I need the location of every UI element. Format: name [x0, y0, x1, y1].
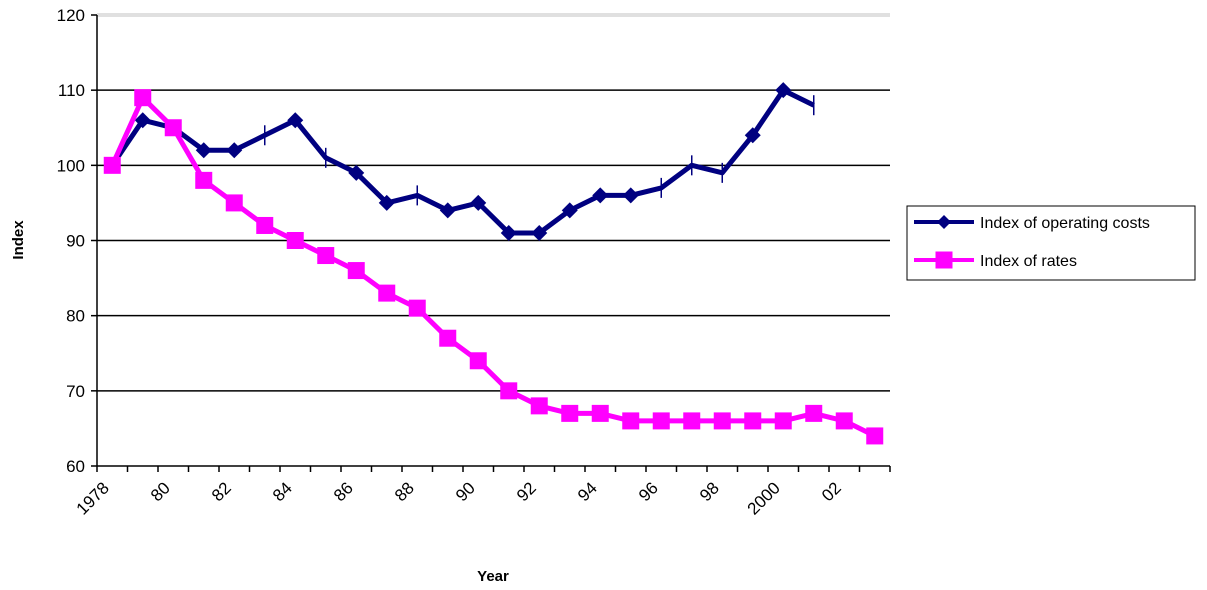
data-point-rates-94	[591, 404, 609, 422]
data-point-operating-costs-87	[378, 194, 395, 211]
data-point-rates-03	[866, 427, 884, 445]
gridlines	[97, 13, 890, 392]
y-tick-label-60: 60	[66, 457, 85, 476]
data-point-rates-93	[561, 404, 579, 422]
data-point-rates-85	[317, 247, 335, 265]
legend-label-operating-costs: Index of operating costs	[980, 215, 1150, 232]
data-point-rates-83	[256, 216, 274, 234]
legend-marker-operating-costs	[937, 215, 951, 229]
data-point-operating-costs-93	[561, 202, 578, 219]
data-point-operating-costs-86	[348, 164, 365, 181]
data-point-operating-costs-82	[226, 142, 243, 159]
legend-marker-rates	[935, 251, 953, 269]
data-point-rates-96	[652, 412, 670, 430]
x-tick-label-86: 86	[330, 478, 357, 505]
data-point-rates-1978	[103, 156, 121, 174]
data-point-rates-97	[683, 412, 701, 430]
x-tick-label-92: 92	[513, 478, 540, 505]
data-point-rates-88	[408, 299, 426, 317]
x-axis-title: Year	[477, 568, 509, 585]
y-tick-label-80: 80	[66, 307, 85, 326]
data-point-rates-80	[164, 119, 182, 137]
legend-item-operating-costs: Index of operating costs	[914, 215, 1150, 232]
data-point-rates-81	[195, 171, 213, 189]
legend-label-rates: Index of rates	[980, 253, 1077, 270]
data-point-operating-costs-95	[622, 187, 639, 204]
data-point-rates-02	[835, 412, 853, 430]
series-rates	[103, 89, 884, 445]
data-point-rates-79	[134, 89, 152, 107]
x-tick-label-2000: 2000	[744, 478, 784, 518]
y-tick-label-110: 110	[58, 81, 85, 100]
data-point-rates-91	[500, 382, 518, 400]
data-point-operating-costs-90	[470, 194, 487, 211]
x-tick-label-90: 90	[452, 478, 479, 505]
y-axis-title: Index	[10, 220, 27, 260]
x-tick-label-88: 88	[391, 478, 418, 505]
data-point-operating-costs-94	[592, 187, 609, 204]
data-point-rates-01	[805, 404, 823, 422]
data-point-rates-82	[225, 194, 243, 212]
data-point-rates-92	[530, 397, 548, 415]
x-tick-label-84: 84	[269, 478, 296, 505]
series-operating-costs	[104, 82, 815, 241]
y-tick-label-90: 90	[66, 232, 85, 251]
data-point-operating-costs-89	[439, 202, 456, 219]
x-tick-label-80: 80	[147, 478, 174, 505]
data-point-operating-costs-92	[531, 224, 548, 241]
x-tick-label-1978: 1978	[73, 478, 113, 518]
data-point-operating-costs-81	[195, 142, 212, 159]
data-point-rates-86	[347, 262, 365, 280]
data-point-operating-costs-91	[500, 224, 517, 241]
x-axis-ticks: 1978 80 82 84 86 88 90 92 94 96 98 2000 02	[73, 466, 891, 519]
y-tick-label-100: 100	[57, 156, 85, 175]
legend: Index of operating costs Index of rates	[906, 205, 1196, 281]
y-axis-ticks: 60 70 80 90 100 110 120	[57, 6, 97, 476]
x-tick-label-96: 96	[635, 478, 662, 505]
x-tick-label-82: 82	[208, 478, 235, 505]
series-layer	[103, 82, 884, 445]
data-point-operating-costs-2000	[775, 82, 792, 99]
data-point-rates-90	[469, 352, 487, 370]
data-point-rates-99	[744, 412, 762, 430]
data-point-operating-costs-99	[744, 127, 761, 144]
data-point-rates-2000	[774, 412, 792, 430]
series-line-operating-costs	[110, 87, 815, 236]
legend-item-rates: Index of rates	[914, 251, 1077, 270]
x-tick-label-98: 98	[696, 478, 723, 505]
data-point-rates-87	[378, 284, 396, 302]
legend-box	[906, 205, 1196, 281]
data-point-operating-costs-79	[134, 112, 151, 129]
y-tick-label-70: 70	[66, 382, 85, 401]
data-point-rates-89	[439, 329, 457, 347]
data-point-rates-84	[286, 232, 304, 249]
data-point-rates-98	[713, 412, 731, 430]
data-point-operating-costs-84	[287, 112, 304, 129]
x-tick-label-94: 94	[574, 478, 601, 505]
x-tick-label-02: 02	[818, 478, 845, 505]
data-point-rates-95	[622, 412, 640, 430]
y-tick-label-120: 120	[57, 6, 85, 25]
